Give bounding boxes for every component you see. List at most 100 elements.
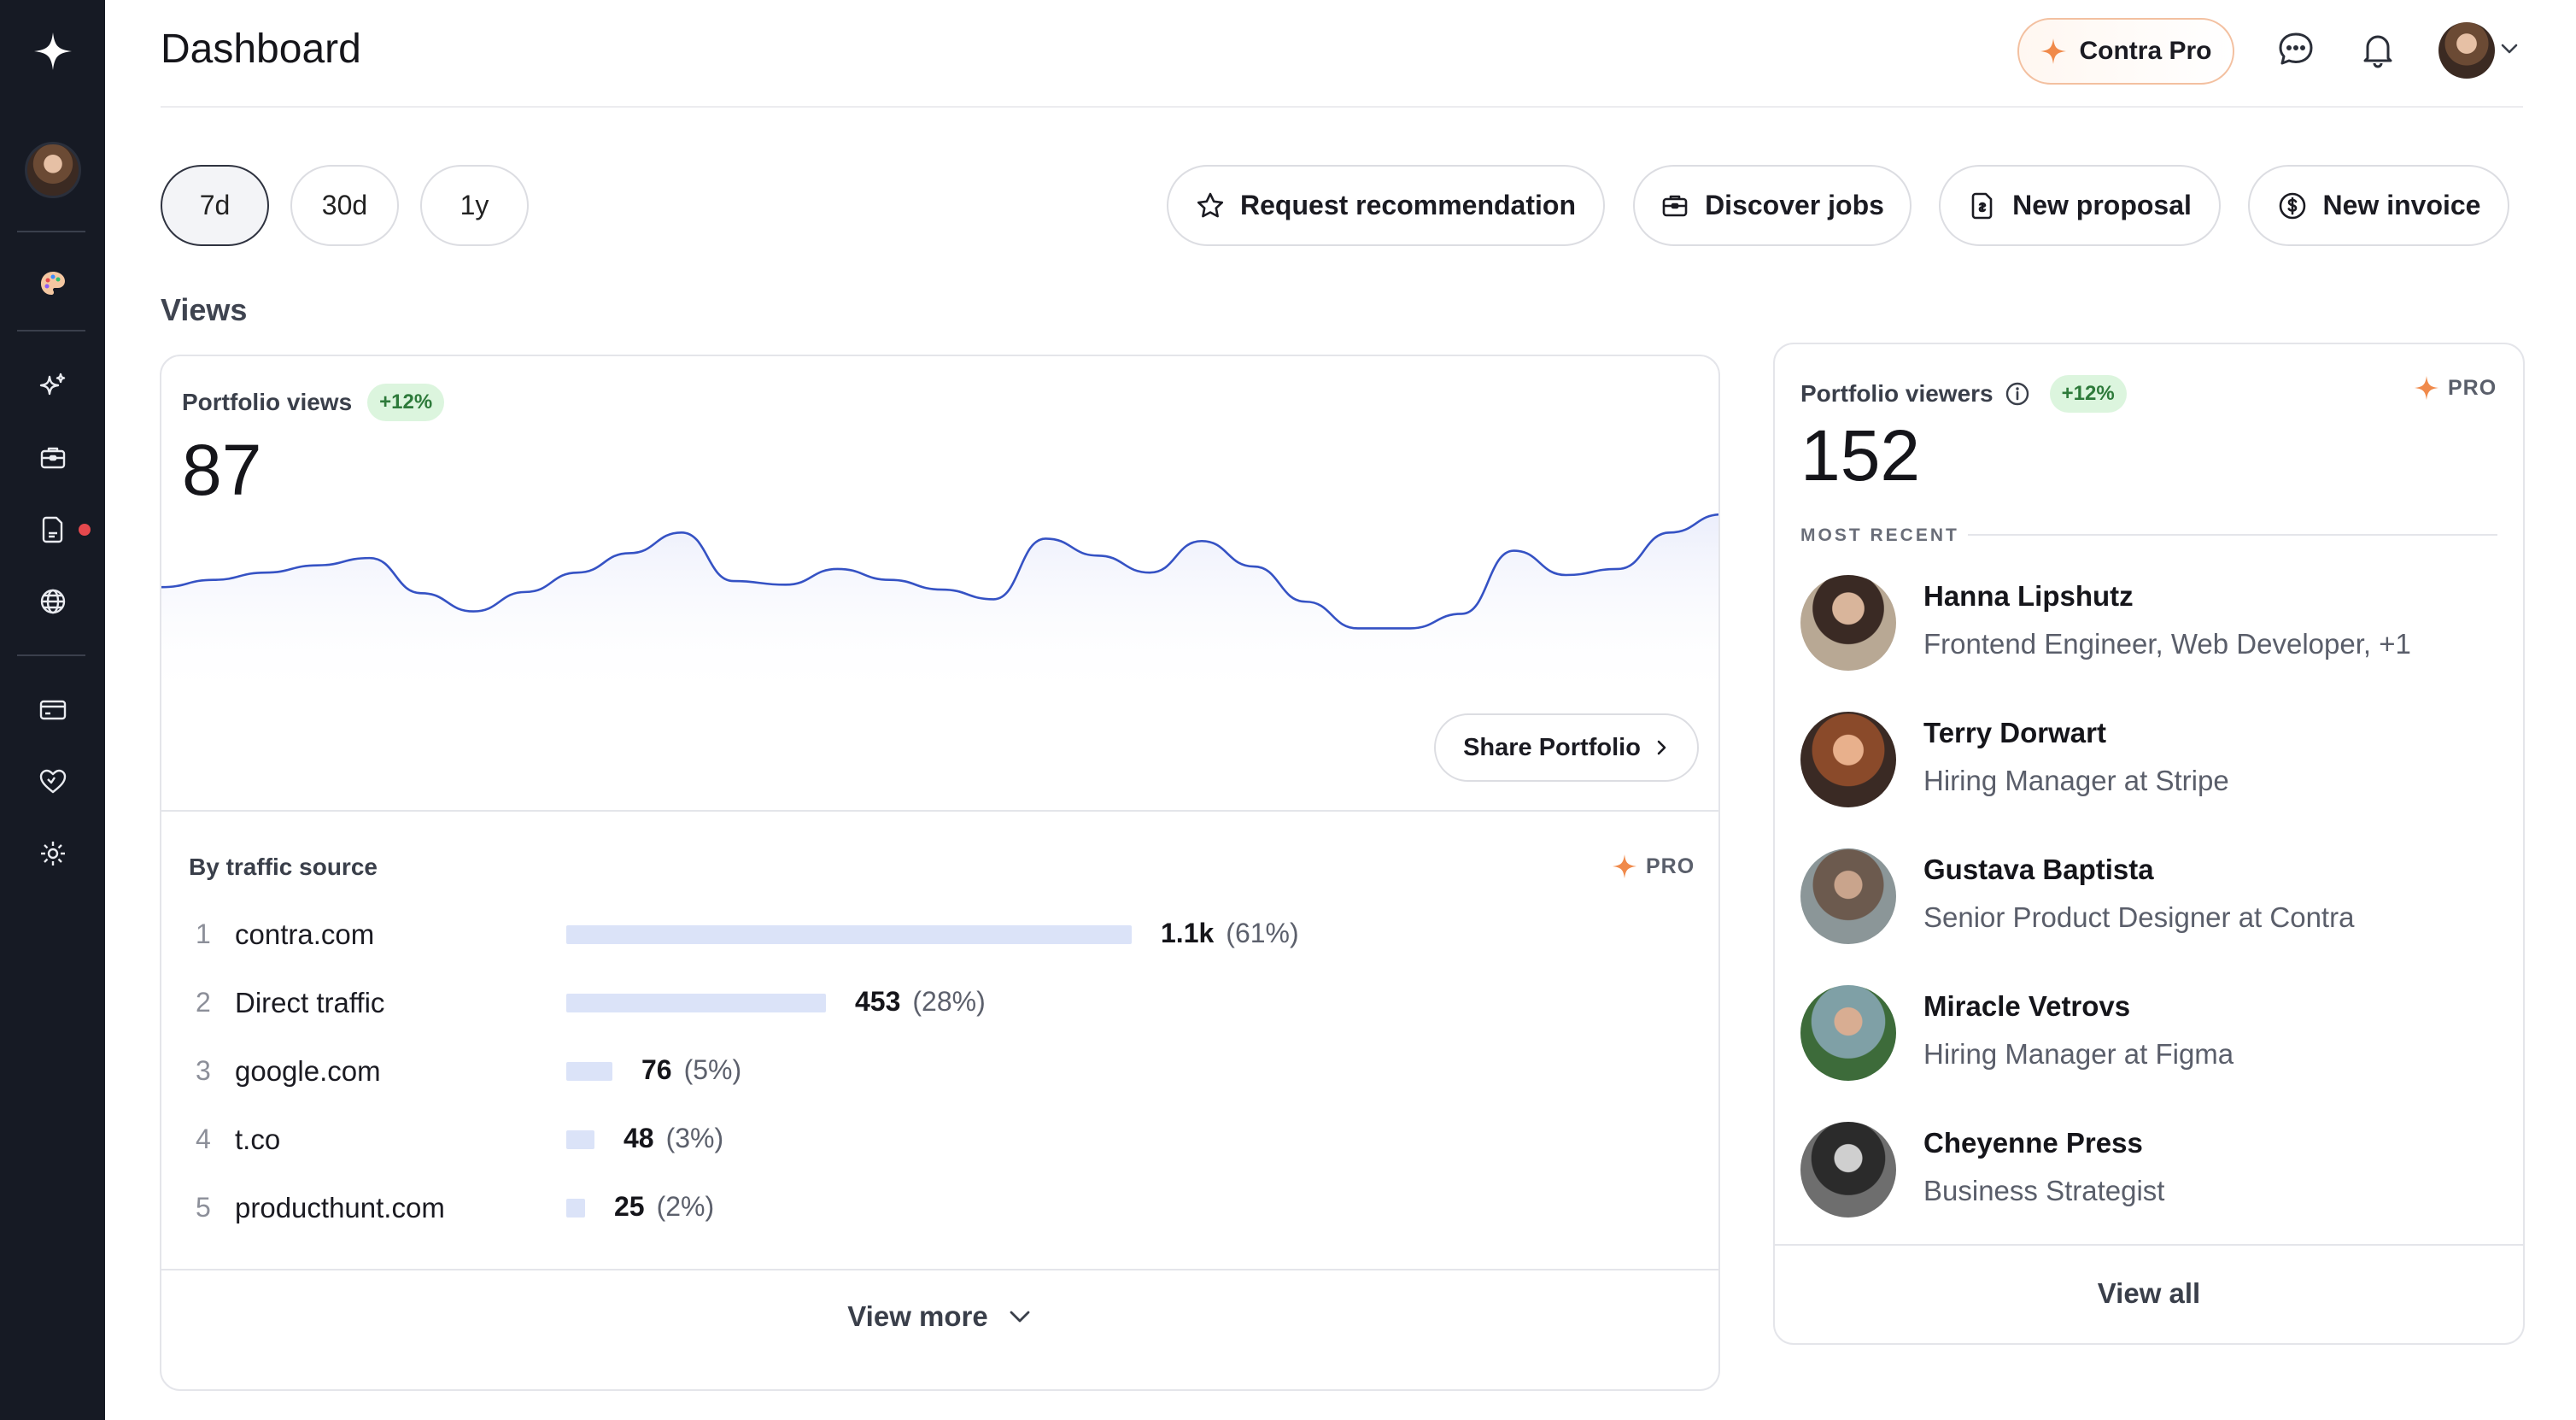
request-recommendation-label: Request recommendation — [1240, 190, 1576, 220]
viewer-name: Hanna Lipshutz — [1923, 580, 2134, 612]
traffic-source: t.co — [235, 1124, 281, 1155]
avatar — [1800, 1122, 1896, 1218]
traffic-value-wrap: 1.1k (61%) — [1161, 918, 1299, 949]
change-badge: +12% — [2049, 375, 2127, 413]
view-more-button[interactable]: View more — [161, 1300, 1718, 1333]
sidebar-divider — [17, 654, 85, 656]
traffic-bar — [566, 994, 826, 1012]
traffic-rank: 3 — [196, 1055, 211, 1086]
new-invoice-button[interactable]: New invoice — [2248, 165, 2509, 246]
pro-tag-label: PRO — [1646, 854, 1695, 878]
viewer-item[interactable]: Terry Dorwart Hiring Manager at Stripe — [1800, 708, 2501, 811]
viewer-item[interactable]: Cheyenne Press Business Strategist — [1800, 1118, 2501, 1221]
notification-dot — [79, 524, 91, 536]
traffic-rank: 2 — [196, 987, 211, 1018]
messages-button[interactable] — [2270, 24, 2321, 75]
card-divider — [1775, 1244, 2523, 1246]
info-icon[interactable] — [2004, 380, 2031, 408]
traffic-value-wrap: 25 (2%) — [614, 1191, 714, 1223]
traffic-value: 25 — [614, 1191, 645, 1222]
viewer-name: Terry Dorwart — [1923, 717, 2106, 748]
view-all-button[interactable]: View all — [2097, 1277, 2201, 1309]
palette-icon — [40, 272, 65, 295]
range-7d-button[interactable]: 7d — [161, 165, 269, 246]
viewer-item[interactable]: Miracle Vetrovs Hiring Manager at Figma — [1800, 982, 2501, 1084]
traffic-value-wrap: 76 (5%) — [641, 1054, 741, 1086]
sidebar-item-globe[interactable] — [0, 583, 105, 620]
sidebar-item-sparkle[interactable] — [0, 367, 105, 405]
avatar — [1800, 848, 1896, 944]
traffic-percent: (61%) — [1226, 918, 1299, 948]
traffic-percent: (28%) — [912, 986, 986, 1017]
viewer-role: Business Strategist — [1923, 1175, 2165, 1206]
change-badge: +12% — [367, 384, 445, 421]
viewer-role: Senior Product Designer at Contra — [1923, 901, 2355, 933]
contra-logo-icon[interactable] — [0, 24, 105, 79]
viewer-role: Frontend Engineer, Web Developer, +1 — [1923, 628, 2411, 660]
gear-icon — [40, 842, 65, 865]
viewer-role: Hiring Manager at Stripe — [1923, 765, 2229, 796]
share-portfolio-button[interactable]: Share Portfolio — [1434, 713, 1699, 782]
sidebar-item-palette[interactable] — [0, 265, 105, 302]
sidebar-item-favorites[interactable] — [0, 763, 105, 801]
sidebar-avatar[interactable] — [0, 139, 105, 201]
notifications-button[interactable] — [2352, 24, 2403, 75]
chart-line — [161, 513, 1718, 630]
request-recommendation-button[interactable]: Request recommendation — [1167, 165, 1605, 246]
traffic-percent: (5%) — [683, 1054, 742, 1085]
traffic-source: contra.com — [235, 918, 375, 950]
range-30d-button[interactable]: 30d — [290, 165, 399, 246]
traffic-row[interactable]: 4 t.co 48 (3%) — [161, 1113, 1443, 1165]
discover-jobs-label: Discover jobs — [1705, 190, 1884, 220]
sidebar-item-documents[interactable] — [0, 511, 105, 549]
viewers-pro-tag: PRO — [2414, 375, 2497, 401]
sidebar-divider — [17, 231, 85, 232]
viewer-item[interactable]: Gustava Baptista Senior Product Designer… — [1800, 845, 2501, 948]
range-1y-button[interactable]: 1y — [420, 165, 529, 246]
traffic-pro-tag: PRO — [1612, 854, 1695, 879]
traffic-value: 1.1k — [1161, 918, 1215, 948]
sparkle-icon — [39, 373, 65, 396]
avatar — [1800, 712, 1896, 807]
traffic-row[interactable]: 1 contra.com 1.1k (61%) — [161, 908, 1443, 959]
traffic-row[interactable]: 3 google.com 76 (5%) — [161, 1045, 1443, 1096]
traffic-row[interactable]: 5 producthunt.com 25 (2%) — [161, 1182, 1443, 1233]
portfolio-viewers-label: Portfolio viewers — [1800, 380, 1993, 407]
discover-jobs-button[interactable]: Discover jobs — [1633, 165, 1912, 246]
user-avatar-button[interactable] — [2438, 22, 2495, 79]
sidebar-item-settings[interactable] — [0, 835, 105, 872]
chevron-down-icon[interactable] — [2499, 41, 2520, 56]
sidebar-item-payments[interactable] — [0, 691, 105, 729]
new-proposal-button[interactable]: New proposal — [1939, 165, 2221, 246]
sidebar-divider — [17, 330, 85, 332]
traffic-rank: 1 — [196, 918, 211, 949]
traffic-value: 48 — [624, 1123, 654, 1153]
bell-icon — [2363, 35, 2392, 68]
chevron-down-icon — [1010, 1311, 1030, 1323]
traffic-percent: (2%) — [656, 1191, 715, 1222]
viewer-role: Hiring Manager at Figma — [1923, 1038, 2234, 1070]
avatar — [24, 142, 81, 198]
sidebar-item-jobs[interactable] — [0, 439, 105, 477]
contra-pro-label: Contra Pro — [2079, 37, 2212, 65]
portfolio-views-line-chart — [161, 513, 1718, 702]
pro-tag-label: PRO — [2448, 375, 2497, 400]
card-icon — [39, 700, 66, 720]
avatar — [1800, 575, 1896, 671]
traffic-bar — [566, 1199, 585, 1218]
traffic-bar — [566, 925, 1132, 944]
dollar-circle-icon — [2279, 192, 2305, 219]
traffic-row[interactable]: 2 Direct traffic 453 (28%) — [161, 977, 1443, 1028]
contra-pro-button[interactable]: Contra Pro — [2017, 18, 2234, 85]
traffic-value-wrap: 453 (28%) — [855, 986, 986, 1018]
portfolio-views-label: Portfolio views — [182, 389, 353, 415]
viewer-name: Miracle Vetrovs — [1923, 990, 2131, 1022]
share-portfolio-label: Share Portfolio — [1463, 733, 1641, 761]
proposal-doc-icon — [1971, 192, 1993, 219]
card-divider — [161, 810, 1718, 812]
pro-star-icon — [2040, 38, 2067, 64]
briefcase-icon — [1662, 195, 1688, 216]
globe-icon — [40, 589, 65, 614]
portfolio-views-value: 87 — [182, 430, 262, 510]
viewer-item[interactable]: Hanna Lipshutz Frontend Engineer, Web De… — [1800, 572, 2501, 674]
